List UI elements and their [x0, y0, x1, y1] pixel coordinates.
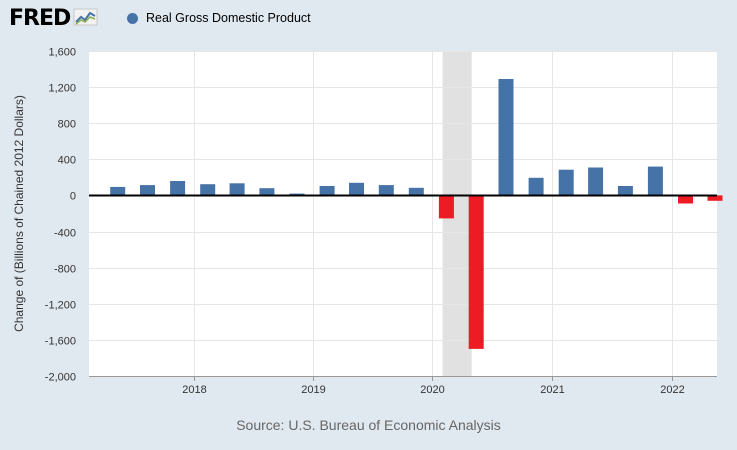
- bar: [200, 184, 216, 196]
- bar: [140, 185, 155, 196]
- bar: [528, 177, 544, 196]
- y-tick-label: 1,200: [48, 83, 76, 95]
- bar: [588, 167, 604, 196]
- bar: [498, 79, 514, 196]
- line-chart-icon: [73, 7, 99, 32]
- x-tick-label: 2020: [420, 384, 444, 396]
- bar: [438, 195, 454, 219]
- bar: [558, 169, 574, 196]
- bar-chart: -2,000 -1,600 -1,200 -800 -400 0 400 800 1,200 1,…: [12, 47, 723, 396]
- y-tick-label: -1,600: [45, 336, 76, 348]
- bar: [678, 195, 693, 204]
- y-tick-label: 1,600: [48, 47, 76, 59]
- y-tick-label: -2,000: [45, 372, 76, 384]
- bar: [617, 186, 633, 196]
- bar: [408, 187, 424, 196]
- bar: [349, 182, 364, 196]
- x-tick-label: 2021: [540, 384, 564, 396]
- plot-area: [89, 51, 717, 376]
- bar: [170, 181, 186, 196]
- bar: [110, 186, 126, 196]
- y-tick-label: 400: [58, 155, 76, 167]
- bar: [229, 183, 245, 196]
- x-tick-label: 2018: [182, 384, 206, 396]
- bar: [707, 195, 723, 201]
- y-tick-label: -1,200: [45, 300, 76, 312]
- bar: [647, 166, 663, 196]
- y-tick-label: -400: [54, 228, 76, 240]
- legend-marker: [127, 12, 138, 24]
- legend: Real Gross Domestic Product: [127, 11, 311, 25]
- fred-logo[interactable]: FRED: [9, 6, 99, 32]
- bar: [468, 195, 484, 349]
- legend-label: Real Gross Domestic Product: [146, 11, 311, 25]
- bar: [319, 186, 335, 196]
- source-note: Source: U.S. Bureau of Economic Analysis: [236, 417, 501, 433]
- bar: [259, 188, 275, 196]
- x-tick-label: 2022: [660, 384, 684, 396]
- y-tick-label: 0: [70, 191, 76, 203]
- y-tick-label: -800: [54, 264, 76, 276]
- fred-logo-text: FRED: [9, 6, 71, 31]
- y-tick-label: 800: [58, 119, 76, 131]
- bar: [378, 185, 394, 196]
- y-axis-title: Change of (Billions of Chained 2012 Doll…: [12, 95, 26, 332]
- x-tick-label: 2019: [301, 384, 325, 396]
